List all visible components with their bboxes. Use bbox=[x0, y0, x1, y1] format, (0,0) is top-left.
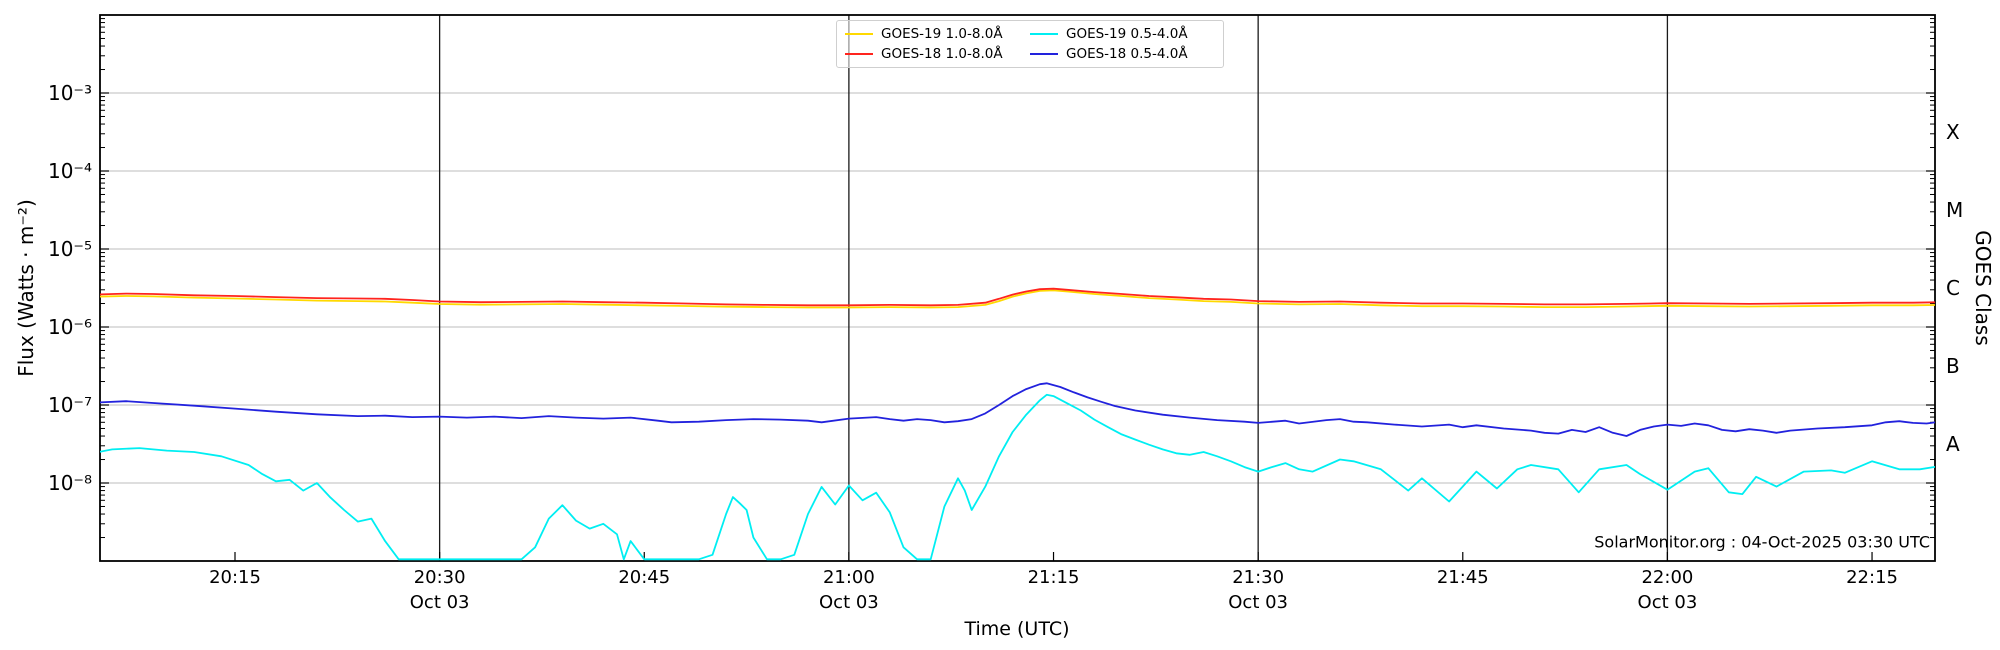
legend-label: GOES-18 1.0-8.0Å bbox=[881, 46, 1003, 62]
y-axis-title: Flux (Watts · m⁻²) bbox=[14, 199, 38, 377]
legend-line-swatch bbox=[845, 53, 873, 55]
x-date-label-2030: Oct 03 bbox=[409, 592, 470, 613]
watermark-text: SolarMonitor.org : 04-Oct-2025 03:30 UTC bbox=[1594, 532, 1930, 552]
y-tick-label--4: 10⁻⁴ bbox=[47, 159, 92, 183]
x-tick-label-2130: 21:30 bbox=[1232, 567, 1285, 588]
y-tick-label--6: 10⁻⁶ bbox=[47, 315, 92, 339]
x-tick-label-2030: 20:30 bbox=[413, 567, 466, 588]
legend-label: GOES-19 1.0-8.0Å bbox=[881, 26, 1003, 42]
y-tick-label--5: 10⁻⁵ bbox=[47, 237, 92, 261]
legend-line-swatch bbox=[1030, 53, 1058, 55]
goes-class-label-B: B bbox=[1946, 354, 1960, 378]
legend-label: GOES-19 0.5-4.0Å bbox=[1066, 26, 1188, 42]
y-tick-label--8: 10⁻⁸ bbox=[47, 471, 92, 495]
series-line-goes-18-0-5-4-0- bbox=[100, 382, 1935, 437]
x-tick-label-2215: 22:15 bbox=[1846, 567, 1898, 588]
x-tick-label-2200: 22:00 bbox=[1641, 567, 1694, 588]
legend-line-swatch bbox=[845, 33, 873, 35]
right-axis-title: GOES Class bbox=[1971, 230, 1995, 346]
goes-class-label-X: X bbox=[1946, 120, 1960, 144]
x-date-label-2100: Oct 03 bbox=[819, 592, 879, 613]
series-line-goes-18-1-0-8-0- bbox=[100, 287, 1935, 307]
x-tick-label-2045: 20:45 bbox=[618, 567, 671, 588]
x-date-label-2200: Oct 03 bbox=[1637, 592, 1698, 613]
x-tick-label-2100: 21:00 bbox=[822, 567, 875, 588]
goes-class-label-C: C bbox=[1946, 276, 1960, 300]
x-axis-title: Time (UTC) bbox=[964, 618, 1070, 640]
legend-item-goes-18-1-0-8-0-: GOES-18 1.0-8.0Å bbox=[845, 45, 1030, 63]
legend-label: GOES-18 0.5-4.0Å bbox=[1066, 46, 1188, 62]
legend-item-goes-18-0-5-4-0-: GOES-18 0.5-4.0Å bbox=[1030, 45, 1215, 63]
y-tick-label--7: 10⁻⁷ bbox=[47, 393, 92, 417]
legend-item-goes-19-1-0-8-0-: GOES-19 1.0-8.0Å bbox=[845, 25, 1030, 43]
goes-class-label-A: A bbox=[1946, 432, 1960, 456]
legend: GOES-19 1.0-8.0Å GOES-19 0.5-4.0Å GOES-18 … bbox=[836, 20, 1224, 68]
x-date-label-2130: Oct 03 bbox=[1228, 592, 1289, 613]
legend-line-swatch bbox=[1030, 33, 1058, 35]
series-line-goes-19-1-0-8-0- bbox=[100, 289, 1935, 309]
x-tick-label-2115: 21:15 bbox=[1027, 567, 1080, 588]
goes-class-label-M: M bbox=[1946, 198, 1964, 222]
x-tick-label-2145: 21:45 bbox=[1436, 567, 1489, 588]
legend-item-goes-19-0-5-4-0-: GOES-19 0.5-4.0Å bbox=[1030, 25, 1215, 43]
plot-frame bbox=[99, 14, 1936, 562]
y-tick-label--3: 10⁻³ bbox=[47, 81, 92, 105]
series-line-goes-19-0-5-4-0- bbox=[100, 393, 1935, 561]
x-tick-label-2015: 20:15 bbox=[209, 567, 261, 588]
